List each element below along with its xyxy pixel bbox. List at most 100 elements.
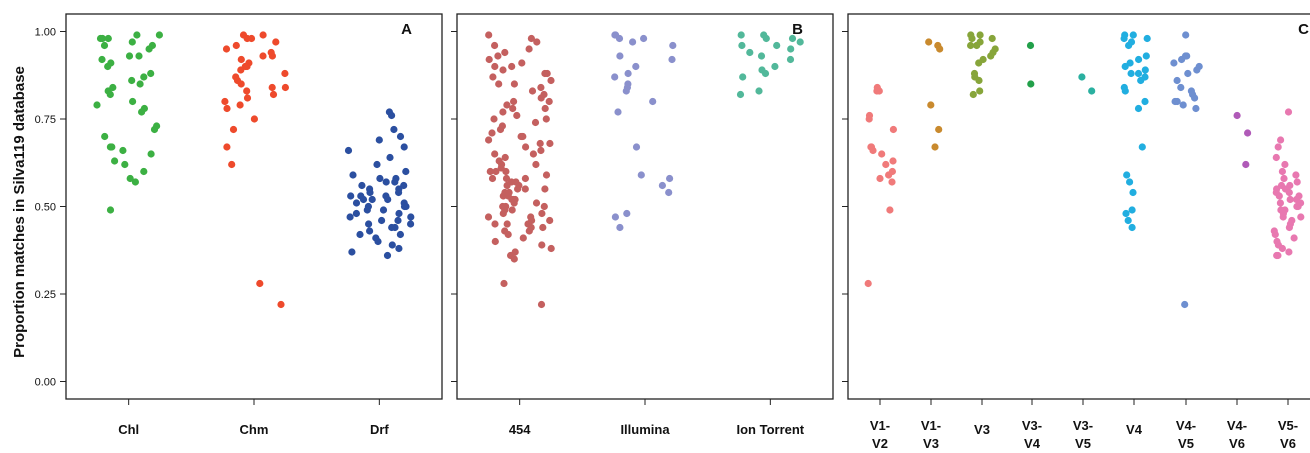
data-point [611, 213, 620, 221]
data-point [281, 83, 289, 92]
panels-group: 0.00 0.25 0.50 0.75 1.00 Chl Chm Drf A 454 Illumin… [35, 13, 1310, 451]
x-tick-label-line: V6 [1229, 436, 1245, 451]
data-point [407, 220, 415, 228]
data-point [882, 160, 890, 169]
data-point [243, 87, 251, 95]
data-point [513, 111, 521, 120]
data-point [786, 55, 795, 64]
data-point [539, 223, 547, 232]
data-point [133, 31, 141, 39]
data-point [518, 59, 526, 67]
data-point [525, 227, 533, 235]
data-point [237, 55, 245, 64]
data-point [1292, 171, 1300, 179]
data-point [519, 234, 527, 242]
data-point [616, 223, 624, 232]
data-point [1233, 111, 1241, 120]
y-tick-label: 0.50 [35, 202, 56, 214]
data-point [1244, 129, 1252, 137]
data-point [268, 83, 276, 92]
data-point [1138, 143, 1146, 151]
data-point [968, 34, 976, 43]
data-point [374, 237, 382, 246]
data-point [864, 279, 872, 288]
data-point [138, 108, 146, 116]
data-point [222, 45, 231, 53]
data-point [243, 94, 252, 102]
data-point [391, 178, 399, 186]
data-point [499, 202, 507, 211]
x-tick-label-line: V5 [1178, 436, 1194, 451]
data-point [1027, 80, 1035, 88]
data-point [669, 41, 677, 50]
data-point [104, 62, 112, 71]
data-point [365, 220, 373, 228]
data-point [1192, 104, 1200, 113]
data-point [395, 188, 403, 197]
data-point [757, 52, 766, 60]
data-point [1273, 251, 1281, 260]
x-tick-label: Illumina [620, 422, 670, 437]
data-point [503, 101, 511, 109]
data-point [1121, 87, 1129, 95]
data-point [1173, 76, 1181, 85]
data-point [501, 153, 509, 162]
data-point [1127, 69, 1135, 78]
data-point [1284, 108, 1293, 116]
data-point [388, 223, 396, 232]
data-point [886, 206, 894, 214]
data-point [488, 174, 497, 183]
data-point [121, 160, 129, 169]
data-point [125, 52, 134, 60]
data-point [496, 125, 505, 134]
panel-a: 0.00 0.25 0.50 0.75 1.00 Chl Chm Drf A [35, 13, 443, 437]
data-point [640, 34, 648, 43]
data-point [268, 52, 276, 60]
data-point [514, 185, 522, 193]
data-point [931, 143, 939, 151]
data-point [889, 157, 897, 165]
data-point [237, 66, 245, 74]
data-point [1242, 160, 1250, 169]
data-point [495, 80, 503, 88]
data-point [1124, 216, 1132, 225]
data-point [1121, 62, 1129, 71]
data-point [349, 171, 357, 179]
data-point [407, 213, 415, 221]
data-point [1135, 55, 1143, 64]
data-point [537, 83, 545, 92]
data-point [155, 31, 163, 39]
data-point [1137, 76, 1145, 85]
data-point [1088, 87, 1096, 95]
data-point [228, 160, 236, 169]
data-point [491, 220, 499, 228]
data-point [509, 104, 517, 113]
data-point [386, 153, 394, 162]
data-point [529, 150, 538, 158]
data-point [509, 195, 517, 204]
data-point [396, 230, 404, 239]
data-point [1274, 143, 1282, 151]
data-point [976, 87, 984, 95]
data-point [510, 255, 518, 263]
data-point [510, 80, 518, 88]
data-point [492, 167, 500, 176]
data-point [1134, 69, 1143, 78]
data-point [537, 300, 546, 309]
data-point [236, 101, 244, 109]
data-point [373, 160, 381, 169]
data-point [936, 45, 944, 53]
data-point [547, 244, 555, 253]
data-point [527, 34, 536, 43]
data-point [521, 174, 530, 183]
panel-frame [65, 13, 443, 400]
x-tick-label-line: V1- [921, 418, 941, 433]
data-point [537, 94, 545, 102]
data-point [106, 206, 115, 214]
data-point [988, 34, 996, 43]
data-point [976, 31, 984, 39]
data-point [1026, 41, 1035, 50]
data-point [119, 146, 127, 155]
data-point [796, 38, 804, 46]
